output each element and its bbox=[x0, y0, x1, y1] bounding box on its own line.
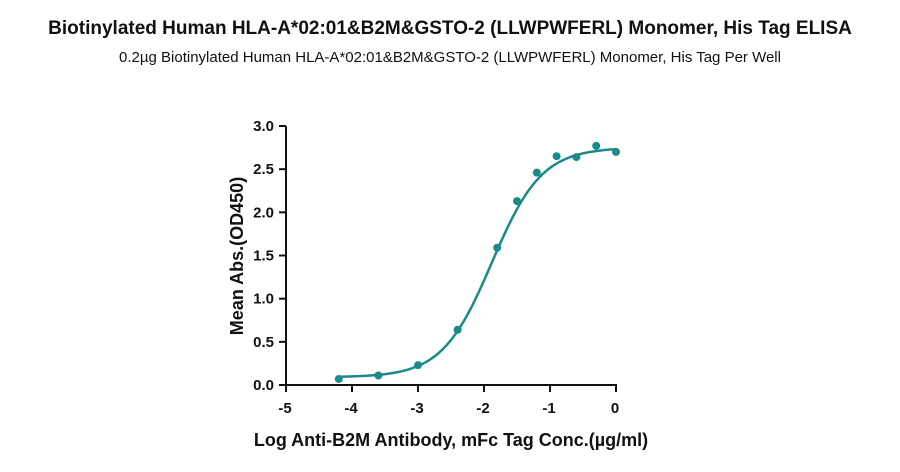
x-tick-label: -4 bbox=[344, 400, 358, 417]
data-point bbox=[334, 374, 343, 383]
data-point bbox=[532, 168, 541, 177]
y-axis-title: Mean Abs.(OD450) bbox=[227, 177, 247, 335]
x-axis-title: Log Anti-B2M Antibody, mFc Tag Conc.(µg/… bbox=[254, 430, 648, 450]
y-tick-label: 1.5 bbox=[253, 248, 274, 265]
data-point bbox=[453, 325, 462, 334]
data-point bbox=[513, 197, 521, 206]
x-tick-label: -2 bbox=[476, 400, 489, 417]
fit-curve bbox=[338, 147, 617, 378]
x-tick-label: -3 bbox=[410, 400, 423, 417]
data-point bbox=[612, 147, 620, 156]
data-point bbox=[592, 141, 601, 150]
x-tick-label: -1 bbox=[542, 400, 555, 417]
data-point bbox=[414, 361, 422, 370]
data-point bbox=[572, 153, 581, 162]
y-tick-label: 0.0 bbox=[253, 377, 274, 394]
y-tick-label: 3.0 bbox=[253, 118, 274, 135]
chart-title: Biotinylated Human HLA-A*02:01&B2M&GSTO-… bbox=[48, 18, 852, 39]
x-tick-label: -5 bbox=[278, 400, 291, 417]
data-point bbox=[552, 152, 561, 161]
axes: 0.0 0.5 1.0 1.5 2.0 2.5 3.0 -5 -4 -3 -2 -1 0 bbox=[253, 118, 619, 417]
y-tick-label: 1.0 bbox=[253, 291, 274, 308]
y-tick-label: 2.0 bbox=[253, 204, 274, 221]
data-marks bbox=[334, 141, 620, 383]
x-tick-label: 0 bbox=[611, 400, 619, 417]
chart-subtitle: 0.2µg Biotinylated Human HLA-A*02:01&B2M… bbox=[119, 49, 781, 66]
data-point bbox=[493, 243, 502, 252]
data-point bbox=[374, 371, 383, 380]
y-tick-label: 2.5 bbox=[253, 161, 274, 178]
y-tick-label: 0.5 bbox=[253, 334, 274, 351]
